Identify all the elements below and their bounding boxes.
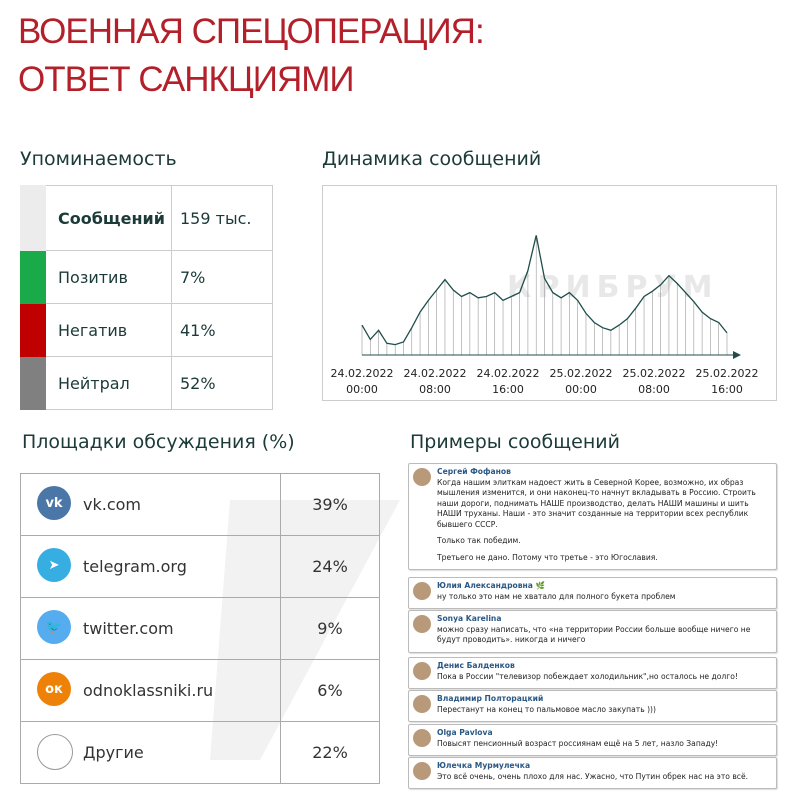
x-tick-label: 25.02.2022	[550, 367, 613, 380]
axis-arrow	[733, 351, 741, 359]
message: Владимир Полторацкий Перестанут на конец …	[408, 690, 777, 722]
watermark: КРИБРУМ	[507, 270, 718, 305]
title: ВОЕННАЯ СПЕЦОПЕРАЦИЯ:	[18, 12, 485, 51]
platform-name: Другие	[83, 743, 144, 762]
avatar	[413, 468, 431, 486]
label: Нейтрал	[45, 356, 172, 410]
platform-name: telegram.org	[83, 557, 187, 576]
row: Другие 22%	[20, 721, 380, 784]
author: Сергей Фофанов	[437, 467, 511, 476]
label: Негатив	[45, 303, 172, 357]
x-tick-label: 25.02.2022	[696, 367, 759, 380]
section-title: Упоминаемость	[20, 148, 177, 170]
platform-icon: ок	[37, 672, 71, 706]
author: Sonya Karelina	[437, 614, 502, 623]
line	[361, 235, 728, 346]
avatar	[413, 695, 431, 713]
title: ОТВЕТ САНКЦИЯМИ	[18, 60, 355, 99]
author: Olga Pavlova	[437, 728, 493, 737]
value: 7%	[171, 250, 273, 304]
row: Негатив 41%	[20, 303, 273, 357]
x-tick-label: 16:00	[492, 383, 524, 396]
chart-frame	[322, 185, 777, 401]
value: 159 тыс.	[171, 185, 273, 251]
platform: Другие	[20, 721, 281, 784]
platform-icon: ➤	[37, 548, 71, 582]
avatar	[413, 582, 431, 600]
author: Владимир Полторацкий	[437, 694, 544, 703]
avatar	[413, 762, 431, 780]
label: Сообщений	[45, 185, 172, 251]
message-text: Это всё очень, очень плохо для нас. Ужас…	[437, 771, 749, 781]
platform: ок odnoklassniki.ru	[20, 659, 281, 722]
row: Сообщений 159 тыс.	[20, 185, 273, 251]
message-text: ну только это нам не хватало для полного…	[437, 591, 676, 601]
row: 🐦 twitter.com 9%	[20, 597, 380, 660]
platform-value: 24%	[280, 535, 380, 598]
author: Юлия Александровна 🌿	[437, 581, 545, 590]
x-tick-label: 00:00	[346, 383, 378, 396]
platform-value: 22%	[280, 721, 380, 784]
message-text: Повысят пенсионный возраст россиянам ещё…	[437, 738, 719, 748]
platform: vk vk.com	[20, 473, 281, 536]
row: Позитив 7%	[20, 250, 273, 304]
row: ➤ telegram.org 24%	[20, 535, 380, 598]
color-swatch	[20, 303, 46, 357]
message-text: Только так победим.	[437, 536, 521, 545]
mentions-table: Сообщений 159 тыс. Позитив 7% Негатив 41% Нейт…	[20, 185, 273, 410]
platforms-table: vk vk.com 39% ➤ telegram.org 24% 🐦 twitter.com 9…	[20, 473, 380, 784]
color-swatch	[20, 185, 46, 251]
platform: ➤ telegram.org	[20, 535, 281, 598]
section-title: Динамика сообщений	[322, 148, 542, 170]
message: Сергей Фофанов Когда нашим элиткам надоес…	[408, 463, 777, 570]
color-swatch	[20, 356, 46, 410]
message: Денис Балденков Пока в России "телевизор …	[408, 657, 777, 689]
message: Юлечка Мурмулечка Это всё очень, очень пл…	[408, 757, 777, 789]
platform: 🐦 twitter.com	[20, 597, 281, 660]
label: Позитив	[45, 250, 172, 304]
platform-icon: vk	[37, 486, 71, 520]
message: Юлия Александровна 🌿 ну только это нам не…	[408, 577, 777, 609]
message-text: Третьего не дано. Потому что третье - эт…	[437, 552, 658, 562]
x-tick-label: 25.02.2022	[623, 367, 686, 380]
platform-name: vk.com	[83, 495, 141, 514]
x-tick-label: 24.02.2022	[331, 367, 394, 380]
platform-icon	[37, 734, 73, 770]
x-tick-label: 08:00	[419, 383, 451, 396]
chart: КРИБРУМ 24.02.2022 00:00 24.02.2022 08:00 24…	[322, 185, 777, 401]
section-title: Площадки обсуждения (%)	[22, 431, 295, 453]
color-swatch	[20, 250, 46, 304]
row: ок odnoklassniki.ru 6%	[20, 659, 380, 722]
platform-name: twitter.com	[83, 619, 174, 638]
value: 52%	[171, 356, 273, 410]
section-title: Примеры сообщений	[410, 431, 620, 453]
message: Sonya Karelina можно сразу написать, что …	[408, 610, 777, 653]
message-text: можно сразу написать, что «на территории…	[437, 624, 751, 645]
avatar	[413, 662, 431, 680]
row: vk vk.com 39%	[20, 473, 380, 536]
value: 41%	[171, 303, 273, 357]
platform-value: 39%	[280, 473, 380, 536]
platform-value: 6%	[280, 659, 380, 722]
platform-value: 9%	[280, 597, 380, 660]
message-text: Перестанут на конец то пальмовое масло з…	[437, 704, 656, 714]
x-tick-label: 08:00	[638, 383, 670, 396]
avatar	[413, 615, 431, 633]
author: Денис Балденков	[437, 661, 515, 670]
x-tick-label: 24.02.2022	[404, 367, 467, 380]
x-tick-label: 24.02.2022	[477, 367, 540, 380]
platform-name: odnoklassniki.ru	[83, 681, 214, 700]
message: Olga Pavlova Повысят пенсионный возраст р…	[408, 724, 777, 756]
message-text: Когда нашим элиткам надоест жить в Север…	[437, 477, 756, 529]
row: Нейтрал 52%	[20, 356, 273, 410]
avatar	[413, 729, 431, 747]
author: Юлечка Мурмулечка	[437, 761, 531, 770]
x-tick-label: 16:00	[711, 383, 743, 396]
x-tick-label: 00:00	[565, 383, 597, 396]
platform-icon: 🐦	[37, 610, 71, 644]
message-text: Пока в России "телевизор побеждает холод…	[437, 671, 738, 681]
